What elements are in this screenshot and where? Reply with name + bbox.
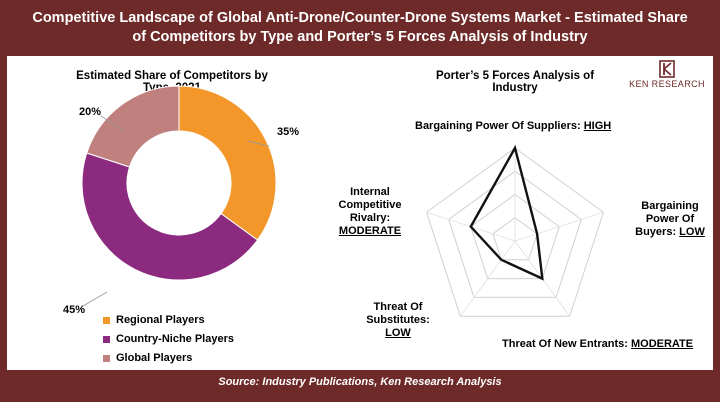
radar-level-rivalry: MODERATE bbox=[338, 225, 402, 237]
radar-level-suppliers: HIGH bbox=[583, 120, 612, 132]
donut-slice-country-niche bbox=[81, 152, 259, 281]
legend-label-country-niche: Country-Niche Players bbox=[116, 333, 234, 345]
legend-item-country-niche: Country-Niche Players bbox=[103, 333, 234, 345]
slice-label-regional: 35% bbox=[277, 126, 300, 138]
radar-axis-substitutes-line-2: Substitutes: bbox=[366, 314, 430, 326]
legend-swatch-regional bbox=[103, 316, 110, 324]
radar-axis-buyers-line-1: Bargaining bbox=[641, 200, 699, 212]
leader-line-country-niche bbox=[82, 291, 108, 307]
source-note: Source: Industry Publications, Ken Resea… bbox=[218, 376, 502, 388]
radar-axis-suppliers-line-1: Bargaining Power Of Suppliers: bbox=[415, 120, 584, 132]
radar-axis-substitutes-line-1: Threat Of bbox=[373, 301, 423, 313]
radar-level-substitutes: LOW bbox=[385, 327, 411, 339]
radar-chart bbox=[425, 144, 605, 317]
leader-line-global bbox=[100, 115, 126, 133]
radar-grid-ring bbox=[448, 170, 582, 298]
radar-level-buyers: LOW bbox=[679, 226, 705, 238]
radar-grid-ring bbox=[470, 193, 560, 280]
legend-label-regional: Regional Players bbox=[116, 314, 205, 326]
radar-axis-label-buyers: Bargaining Power Of Buyers: LOW bbox=[631, 200, 709, 239]
legend-label-global: Global Players bbox=[116, 352, 193, 364]
page-title: Competitive Landscape of Global Anti-Dro… bbox=[10, 5, 710, 51]
donut-slice-regional bbox=[178, 85, 277, 241]
radar-title-line-2: Industry bbox=[492, 82, 538, 94]
legend-swatch-global bbox=[103, 354, 110, 362]
radar-axis-label-substitutes: Threat Of Substitutes: LOW bbox=[355, 301, 441, 340]
radar-axis-rivalry-line-3: Rivalry: bbox=[349, 212, 391, 224]
radar-axis-buyers-line-2: Power Of bbox=[645, 213, 695, 225]
radar-level-new-entrants: MODERATE bbox=[630, 338, 694, 350]
radar-axis-rivalry-line-1: Internal bbox=[350, 186, 390, 198]
logo-mark-icon bbox=[659, 60, 675, 78]
donut-slice-global bbox=[86, 85, 180, 168]
ken-research-logo: KEN RESEARCH bbox=[627, 60, 707, 92]
radar-axis-label-new-entrants: Threat Of New Entrants: MODERATE bbox=[502, 338, 712, 351]
donut-chart bbox=[81, 85, 277, 307]
radar-chart-title: Porter’s 5 Forces Analysis of Industry bbox=[415, 70, 615, 94]
radar-grid-ring bbox=[492, 217, 538, 261]
title-line-1: Competitive Landscape of Global Anti-Dro… bbox=[32, 10, 688, 26]
donut-title-line-1: Estimated Share of Competitors by bbox=[76, 70, 268, 82]
slice-label-global: 20% bbox=[79, 106, 102, 118]
legend-swatch-country-niche bbox=[103, 335, 110, 343]
radar-axis-new-entrants-line-1: Threat Of New Entrants: bbox=[502, 338, 631, 350]
radar-data-polygon bbox=[469, 144, 544, 281]
content-panel: Estimated Share of Competitors by Type, … bbox=[7, 56, 713, 370]
radar-grid-ring bbox=[425, 147, 605, 317]
radar-axis-label-rivalry: Internal Competitive Rivalry: MODERATE bbox=[325, 186, 415, 238]
radar-title-line-1: Porter’s 5 Forces Analysis of bbox=[435, 70, 595, 82]
slice-label-country-niche: 45% bbox=[63, 304, 86, 316]
legend-item-global: Global Players bbox=[103, 352, 192, 364]
radar-axis-label-suppliers: Bargaining Power Of Suppliers: HIGH bbox=[415, 120, 655, 133]
radar-axis-rivalry-line-2: Competitive bbox=[338, 199, 402, 211]
radar-axis-buyers-line-3: Buyers: bbox=[635, 226, 680, 238]
radar-spoke bbox=[514, 211, 604, 242]
title-line-2: of Competitors by Type and Porter’s 5 Fo… bbox=[132, 29, 588, 45]
legend-item-regional: Regional Players bbox=[103, 314, 205, 326]
leader-line-regional bbox=[246, 140, 270, 147]
radar-spoke bbox=[460, 240, 516, 317]
logo-text: KEN RESEARCH bbox=[629, 79, 705, 89]
